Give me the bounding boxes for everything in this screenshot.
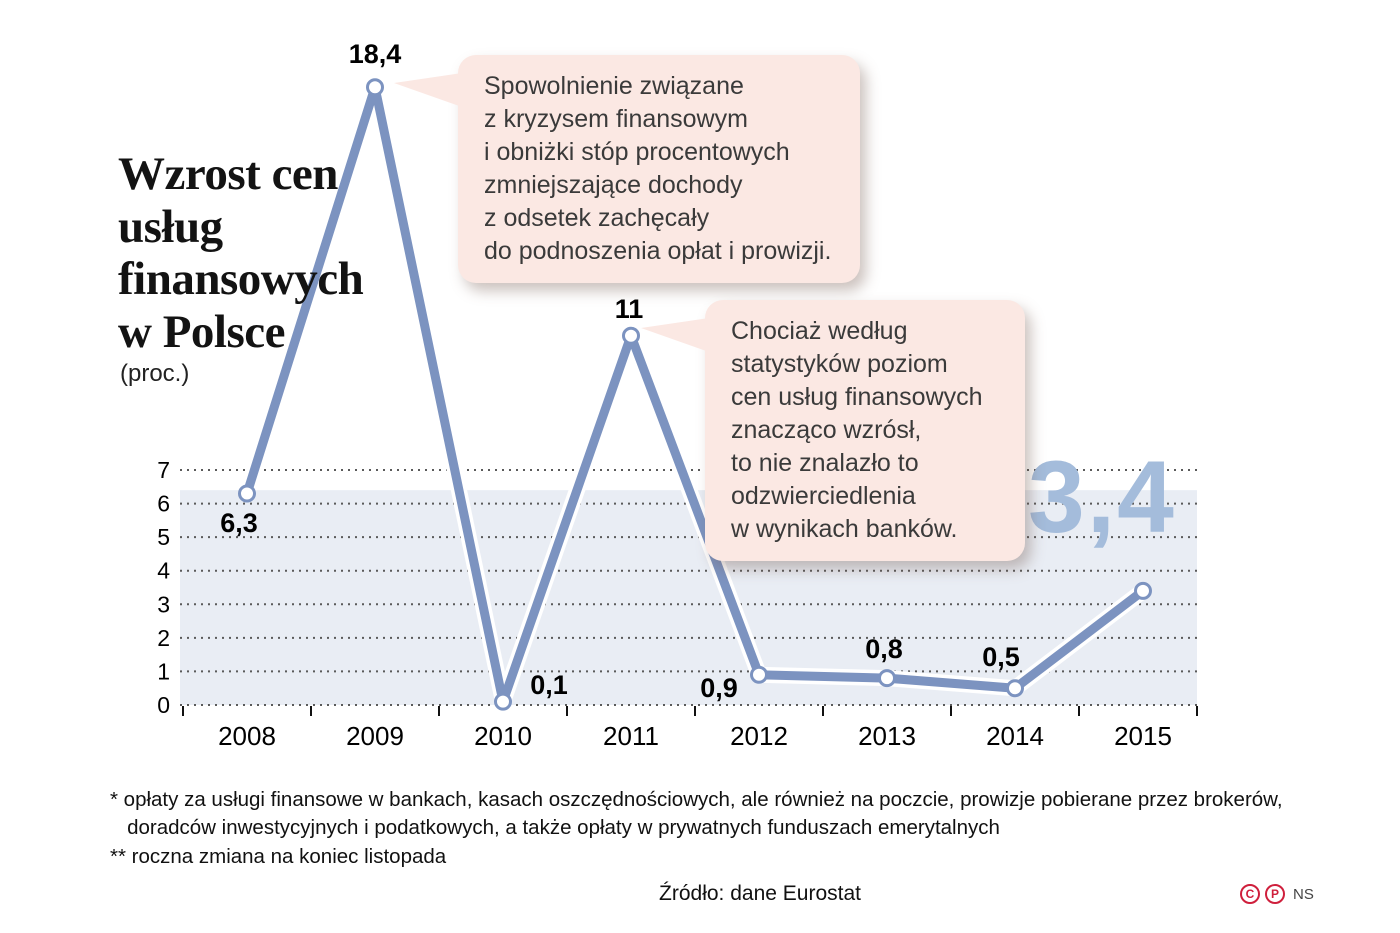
latest-value-label: 3,4 [1028, 440, 1176, 554]
x-tick-label: 2008 [218, 721, 276, 751]
callout-2009-text: Spowolnienie związane z kryzysem finansow… [484, 72, 832, 265]
y-tick-label: 2 [157, 625, 170, 651]
x-tick-label: 2013 [858, 721, 916, 751]
phonogram-icon: P [1265, 884, 1285, 904]
chart-unit: (proc.) [120, 360, 190, 387]
x-tick-label: 2009 [346, 721, 404, 751]
x-tick-label: 2014 [986, 721, 1044, 751]
point-label: 6,3 [220, 507, 258, 538]
callout-2011: Chociaż według statystyków poziom cen usłu… [641, 300, 1025, 561]
line-series [242, 82, 1148, 707]
point-label: 11 [614, 293, 644, 324]
y-tick-label: 3 [157, 591, 170, 617]
data-point [366, 78, 384, 97]
y-tick-label: 1 [157, 658, 170, 684]
x-tick-label: 2012 [730, 721, 788, 751]
callout-tail [641, 318, 709, 352]
ns-label: NS [1293, 885, 1314, 903]
source-line: Źródło: dane Eurostat [659, 882, 861, 905]
x-tick-label: 2015 [1114, 721, 1172, 751]
y-tick-label: 7 [157, 457, 170, 483]
point-label: 18,4 [348, 39, 402, 70]
chart-title: Wzrost cen usług finansowych w Polsce [118, 148, 364, 358]
data-point [238, 484, 256, 503]
y-tick-label: 6 [157, 491, 170, 517]
branding: C P NS [1240, 884, 1314, 904]
footnotes: * opłaty za usługi finansowe w bankach, … [110, 788, 1283, 868]
data-point [494, 692, 512, 711]
point-label: 0,1 [530, 669, 568, 700]
y-tick-label: 5 [157, 524, 170, 550]
y-tick-label: 0 [157, 692, 170, 718]
point-label: 0,9 [700, 672, 738, 703]
data-point [1134, 581, 1152, 600]
callout-2009: Spowolnienie związane z kryzysem finansow… [394, 55, 860, 283]
point-label: 0,8 [865, 634, 903, 665]
x-tick-label: 2011 [603, 721, 659, 751]
data-point [1006, 679, 1024, 698]
data-point [622, 326, 640, 345]
callout-tail [394, 73, 462, 107]
point-label: 0,5 [982, 642, 1020, 673]
copyright-icon: C [1240, 884, 1260, 904]
y-tick-label: 4 [157, 558, 170, 584]
data-point [878, 669, 896, 688]
callout-2011-text: Chociaż według statystyków poziom cen usłu… [731, 317, 983, 543]
data-point [750, 665, 768, 684]
x-tick-label: 2010 [474, 721, 532, 751]
